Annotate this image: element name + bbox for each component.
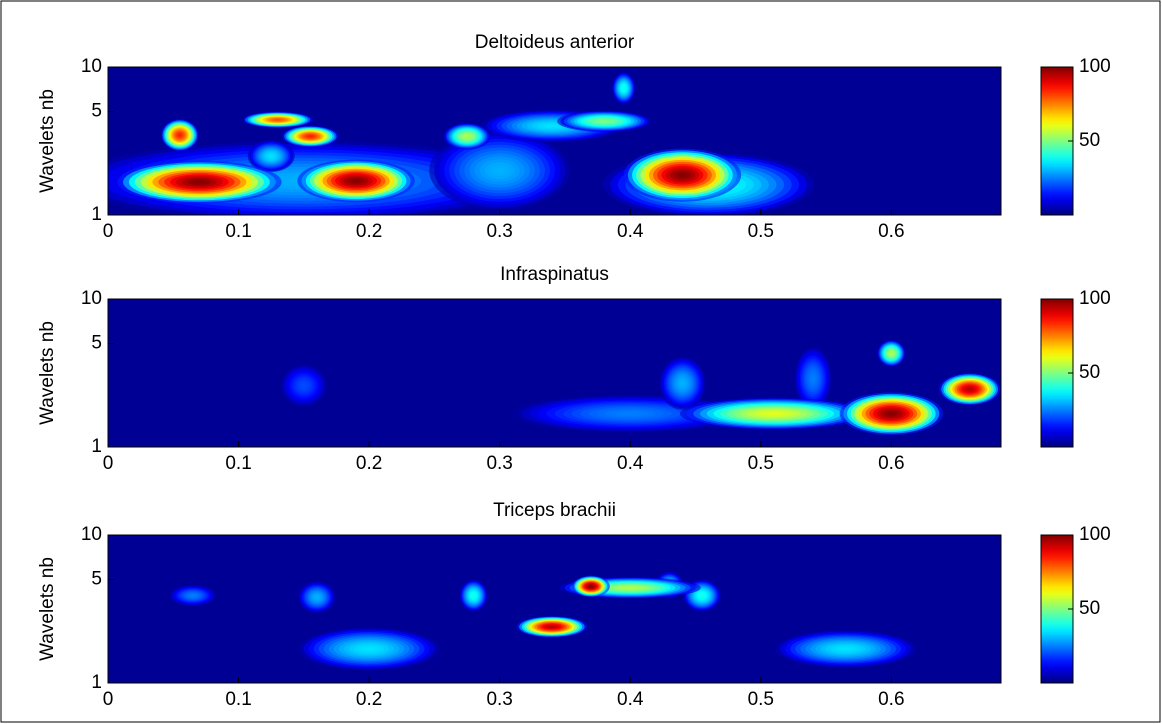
heat-spot <box>625 587 636 589</box>
x-tick-label: 0.1 <box>225 453 251 474</box>
plot-frame <box>107 66 1002 216</box>
colorbar <box>1040 66 1074 216</box>
plot-frame <box>107 534 1002 684</box>
x-tick-label: 0.2 <box>356 221 382 242</box>
heat-spot <box>811 376 815 381</box>
y-tick-label: 10 <box>81 56 102 77</box>
y-tick-label: 10 <box>81 288 102 309</box>
heat-spot <box>315 596 319 599</box>
y-axis-label: Wavelets nb <box>37 321 58 425</box>
x-tick-label: 0 <box>103 221 114 242</box>
x-tick-label: 0.6 <box>878 689 904 710</box>
heat-spot <box>678 173 687 178</box>
colorbar-tick-label: 50 <box>1079 362 1100 383</box>
y-tick-label: 5 <box>91 569 102 590</box>
heat-spot <box>191 594 195 597</box>
colorbar <box>1040 534 1074 684</box>
y-axis-label: Wavelets nb <box>37 89 58 193</box>
x-tick-label: 0 <box>103 453 114 474</box>
heat-spot <box>840 647 851 651</box>
heat-spot <box>622 86 625 90</box>
heat-spot <box>546 124 557 128</box>
plot-title: Deltoideus anterior <box>475 32 635 53</box>
colorbar-tick-label: 100 <box>1079 524 1111 545</box>
plot-title: Triceps brachii <box>493 500 616 521</box>
x-tick-label: 0.2 <box>356 453 382 474</box>
plot-frame <box>107 298 1002 448</box>
heat-spot <box>549 625 555 628</box>
heat-spot <box>890 352 893 355</box>
x-tick-label: 0.3 <box>486 221 512 242</box>
y-tick-label: 1 <box>91 204 102 225</box>
heatmap-layer <box>280 339 1001 435</box>
y-tick-label: 5 <box>91 101 102 122</box>
heat-spot <box>193 180 206 184</box>
x-tick-label: 0.1 <box>225 689 251 710</box>
x-tick-label: 0.4 <box>617 453 644 474</box>
x-tick-label: 0.3 <box>486 453 512 474</box>
x-tick-label: 0.2 <box>356 689 382 710</box>
heat-spot <box>364 647 375 651</box>
heat-spot <box>767 412 781 415</box>
plot-title: Infraspinatus <box>500 264 609 285</box>
y-tick-label: 1 <box>91 436 102 457</box>
x-tick-label: 0.6 <box>878 453 904 474</box>
y-tick-label: 1 <box>91 672 102 693</box>
colorbar-tick-label: 50 <box>1079 598 1100 619</box>
heat-spot <box>302 384 306 388</box>
heat-spot <box>494 167 505 174</box>
y-axis-label: Wavelets nb <box>37 557 58 661</box>
heat-spot <box>269 154 273 158</box>
heat-spot <box>700 594 704 597</box>
colorbar <box>1040 298 1074 448</box>
y-tick-label: 10 <box>81 524 102 545</box>
heatmap-layer <box>108 72 815 215</box>
x-tick-label: 0.5 <box>748 221 774 242</box>
heat-spot <box>351 179 361 183</box>
y-tick-label: 5 <box>91 333 102 354</box>
heat-spot <box>967 387 972 391</box>
heat-spot <box>621 412 639 415</box>
x-tick-label: 0.1 <box>225 221 251 242</box>
heat-spot <box>465 135 469 138</box>
x-tick-label: 0.6 <box>878 221 904 242</box>
heat-spot <box>600 120 608 123</box>
x-tick-label: 0 <box>103 689 114 710</box>
heat-spot <box>887 412 896 416</box>
heatmap-layer <box>169 571 917 671</box>
heat-spot <box>680 381 685 386</box>
heat-spot <box>178 133 182 137</box>
x-tick-label: 0.5 <box>748 689 774 710</box>
x-tick-label: 0.3 <box>486 689 512 710</box>
colorbar-tick-label: 50 <box>1079 130 1100 151</box>
heat-spot <box>275 119 281 121</box>
colorbar-tick-label: 100 <box>1079 288 1111 309</box>
colorbar-tick-label: 100 <box>1079 56 1111 77</box>
heat-spot <box>472 594 475 597</box>
heat-spot <box>308 135 313 138</box>
x-tick-label: 0.4 <box>617 689 644 710</box>
heat-spot <box>589 585 593 588</box>
x-tick-label: 0.5 <box>748 453 774 474</box>
x-tick-label: 0.4 <box>617 221 644 242</box>
